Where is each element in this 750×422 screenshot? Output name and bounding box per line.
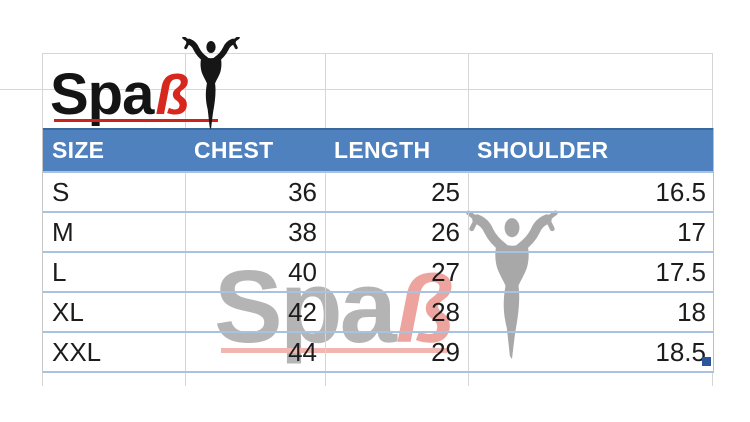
cell-chest[interactable]: 44: [186, 333, 326, 371]
cell-chest[interactable]: 42: [186, 293, 326, 331]
watermark-underline: [221, 348, 447, 353]
gridline-vertical: [712, 371, 713, 386]
value-shoulder: 18: [677, 297, 706, 328]
value-length: 27: [431, 257, 460, 288]
cell-size[interactable]: M: [43, 213, 186, 251]
gridline-vertical: [42, 371, 43, 386]
value-chest: 36: [288, 177, 317, 208]
cell-length[interactable]: 27: [326, 253, 469, 291]
value-chest: 42: [288, 297, 317, 328]
cell-chest[interactable]: 38: [186, 213, 326, 251]
value-length: 26: [431, 217, 460, 248]
cell-size[interactable]: XL: [43, 293, 186, 331]
value-length: 29: [431, 337, 460, 368]
watermark-word-red: ß: [395, 256, 455, 363]
gridline-vertical: [468, 53, 469, 128]
cell-length[interactable]: 25: [326, 173, 469, 211]
size-chart-header-row: SIZE CHEST LENGTH SHOULDER: [43, 128, 713, 173]
brand-logo-text: Spaß: [50, 63, 190, 126]
table-row-s: S 36 25 16.5: [43, 173, 713, 213]
gridline-horizontal: [42, 53, 712, 54]
gridline-vertical: [185, 371, 186, 386]
header-cell-size[interactable]: SIZE: [43, 130, 186, 171]
value-size: XL: [52, 297, 84, 328]
cell-size[interactable]: L: [43, 253, 186, 291]
cell-length[interactable]: 28: [326, 293, 469, 331]
header-cell-chest[interactable]: CHEST: [186, 130, 326, 171]
fill-handle[interactable]: [702, 357, 711, 366]
gridline-vertical: [712, 53, 713, 128]
cell-shoulder[interactable]: 17.5: [469, 253, 713, 291]
value-chest: 38: [288, 217, 317, 248]
cell-length[interactable]: 26: [326, 213, 469, 251]
header-label-shoulder: SHOULDER: [477, 136, 609, 163]
value-length: 25: [431, 177, 460, 208]
cell-shoulder[interactable]: 18: [469, 293, 713, 331]
table-row-m: M 38 26 17: [43, 213, 713, 253]
gridline-vertical: [325, 53, 326, 128]
gridline-horizontal: [0, 89, 712, 90]
cell-size[interactable]: S: [43, 173, 186, 211]
value-size: L: [52, 257, 67, 288]
value-length: 28: [431, 297, 460, 328]
value-shoulder: 18.5: [655, 337, 706, 368]
header-cell-length[interactable]: LENGTH: [326, 130, 469, 171]
gridline-vertical: [468, 371, 469, 386]
logo-underline: [54, 119, 218, 122]
header-label-chest: CHEST: [194, 136, 274, 163]
table-row-xl: XL 42 28 18: [43, 293, 713, 333]
header-cell-shoulder[interactable]: SHOULDER: [469, 130, 713, 171]
gridline-vertical: [325, 371, 326, 386]
cell-shoulder[interactable]: 16.5: [469, 173, 713, 211]
table-row-l: L 40 27 17.5: [43, 253, 713, 293]
gridline-vertical: [42, 53, 43, 128]
value-size: S: [52, 177, 70, 208]
brand-watermark-text: Spaß: [214, 255, 455, 358]
table-row-xxl: XXL 44 29 18.5: [43, 333, 713, 373]
header-label-length: LENGTH: [334, 136, 431, 163]
value-shoulder: 17.5: [655, 257, 706, 288]
gridline-vertical: [185, 53, 186, 128]
value-size: M: [52, 217, 74, 248]
value-shoulder: 16.5: [655, 177, 706, 208]
cell-chest[interactable]: 40: [186, 253, 326, 291]
logo-word-black: Spa: [50, 62, 154, 127]
cell-shoulder[interactable]: 17: [469, 213, 713, 251]
size-chart-table: SIZE CHEST LENGTH SHOULDER S 36 25 16.5 …: [42, 128, 714, 373]
watermark-word-gray: Spa: [214, 249, 397, 364]
cell-chest[interactable]: 36: [186, 173, 326, 211]
value-size: XXL: [52, 337, 102, 368]
value-chest: 40: [288, 257, 317, 288]
cell-size[interactable]: XXL: [43, 333, 186, 371]
value-shoulder: 17: [677, 217, 706, 248]
value-chest: 44: [288, 337, 317, 368]
logo-word-red: ß: [155, 63, 189, 126]
cell-shoulder[interactable]: 18.5: [469, 333, 713, 371]
bodybuilder-logo-icon: [177, 37, 245, 130]
header-label-size: SIZE: [52, 136, 105, 163]
cell-length[interactable]: 29: [326, 333, 469, 371]
